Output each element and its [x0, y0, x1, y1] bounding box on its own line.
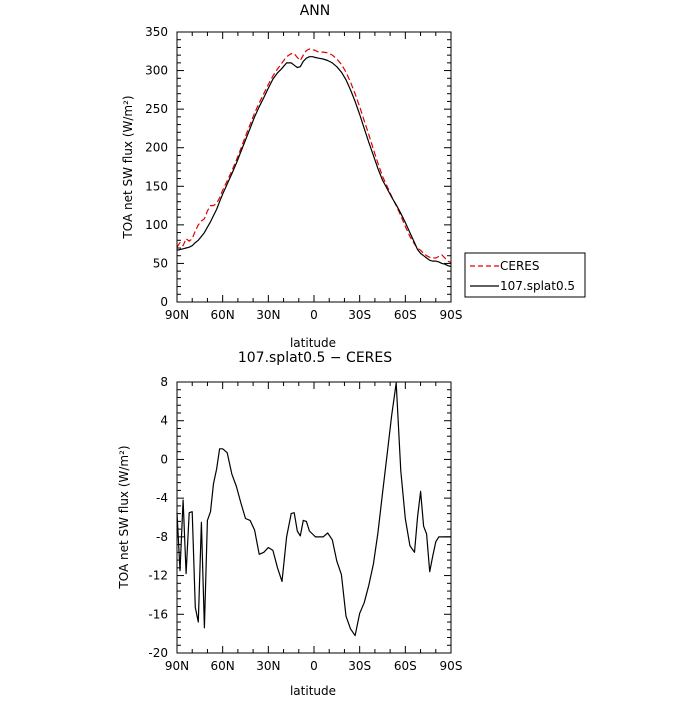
bottom-series-lines: [176, 382, 451, 637]
bottom-series-line-0: [176, 382, 451, 637]
bottom-y-tick-label: 8: [160, 375, 168, 389]
top-series-line-1: [176, 56, 452, 268]
legend: CERES 107.splat0.5: [464, 252, 586, 298]
top-series-line-0: [176, 48, 452, 264]
bottom-x-tick-label: 0: [310, 659, 318, 673]
bottom-tick-marks: [176, 381, 452, 654]
top-chart-title: ANN: [300, 3, 331, 19]
bottom-y-axis-label: TOA net SW flux (W/m²): [117, 445, 131, 589]
top-y-tick-label: 350: [145, 25, 168, 39]
top-x-tick-label: 30N: [256, 308, 280, 322]
bottom-chart: 107.splat0.5 − CERES TOA net SW flux (W/…: [117, 350, 462, 698]
top-y-axis-label: TOA net SW flux (W/m²): [121, 95, 135, 239]
legend-box: [464, 252, 586, 298]
bottom-chart-title: 107.splat0.5 − CERES: [238, 350, 392, 366]
bottom-y-tick-label: -12: [148, 569, 168, 583]
top-chart: ANN TOA net SW flux (W/m²) latitude 90N 6…: [121, 3, 586, 350]
bottom-x-tick-label: 60N: [211, 659, 235, 673]
legend-label-model: 107.splat0.5: [500, 279, 575, 293]
top-y-tick-label: 150: [145, 179, 168, 193]
top-y-tick-label: 200: [145, 141, 168, 155]
bottom-y-tick-label: 0: [160, 452, 168, 466]
top-y-tick-label: 100: [145, 218, 168, 232]
bottom-tick-labels: 90N 60N 30N 0 30S 60S 90S -20 -16 -12 -8 -4 0 4 8: [148, 375, 462, 673]
top-plot-frame: [176, 31, 452, 303]
bottom-y-tick-label: -16: [148, 607, 168, 621]
bottom-x-tick-label: 60S: [394, 659, 417, 673]
top-y-tick-label: 50: [153, 256, 168, 270]
bottom-y-tick-label: -20: [148, 646, 168, 660]
legend-label-ceres: CERES: [500, 259, 540, 273]
bottom-x-tick-label: 90S: [440, 659, 463, 673]
bottom-y-tick-label: 4: [160, 414, 168, 428]
top-y-tick-label: 300: [145, 64, 168, 78]
top-tick-labels: 90N 60N 30N 0 30S 60S 90S 0 50 100 150 200 250 300 350: [145, 25, 462, 322]
bottom-y-tick-label: -8: [156, 530, 168, 544]
top-y-tick-label: 0: [160, 295, 168, 309]
top-x-tick-label: 90N: [165, 308, 189, 322]
bottom-x-tick-label: 30S: [348, 659, 371, 673]
top-x-tick-label: 0: [310, 308, 318, 322]
bottom-x-tick-label: 30N: [256, 659, 280, 673]
top-x-tick-label: 90S: [440, 308, 463, 322]
bottom-y-tick-label: -4: [156, 491, 168, 505]
top-x-axis-label: latitude: [290, 336, 336, 350]
top-x-tick-label: 60N: [211, 308, 235, 322]
top-y-tick-label: 250: [145, 102, 168, 116]
top-x-tick-label: 60S: [394, 308, 417, 322]
top-x-tick-label: 30S: [348, 308, 371, 322]
bottom-plot-frame: [176, 381, 452, 654]
bottom-x-tick-label: 90N: [165, 659, 189, 673]
top-tick-marks: [176, 31, 452, 303]
bottom-x-axis-label: latitude: [290, 684, 336, 698]
top-series-lines: [176, 48, 452, 268]
